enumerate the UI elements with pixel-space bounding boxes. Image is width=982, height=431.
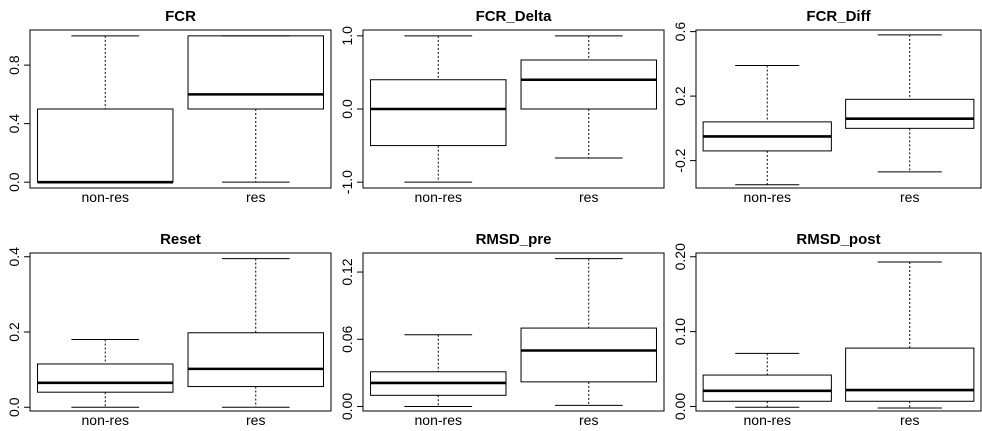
iqr-box [187, 332, 324, 388]
box-res [520, 258, 657, 406]
y-tick-label: 0.12 [339, 258, 355, 285]
box-res [187, 258, 324, 408]
x-category-label: non-res [82, 189, 129, 205]
plot-frame [29, 252, 332, 412]
box-non-res [370, 334, 507, 408]
y-tick-label: 0.0 [6, 397, 22, 417]
y-tick-label: 0.4 [6, 114, 22, 134]
y-tick-label: -1.0 [339, 170, 355, 194]
y-tick-label: 0.4 [6, 247, 22, 267]
panel-title: RMSD_post [796, 231, 880, 248]
y-tick-label: 0.00 [339, 393, 355, 420]
box-res [187, 35, 324, 183]
y-tick-label: 0.2 [672, 86, 688, 106]
box-res [520, 35, 657, 159]
iqr-box [702, 374, 832, 402]
plot-frame [29, 29, 332, 189]
iqr-box [845, 347, 975, 402]
iqr-box [37, 108, 174, 183]
y-tick-label: 1.0 [339, 26, 355, 46]
y-tick-label: 0.06 [339, 325, 355, 352]
box-non-res [37, 35, 174, 184]
box-non-res [702, 352, 832, 408]
x-category-label: res [900, 412, 919, 428]
plot-frame [695, 252, 982, 412]
panel-5: RMSD_pre 0.00 0.06 0.12 non-res res [339, 231, 665, 428]
y-tick-label: -0.2 [672, 148, 688, 172]
y-tick-label: 0.00 [672, 393, 688, 420]
iqr-box [37, 363, 174, 393]
x-category-label: res [579, 412, 598, 428]
iqr-box [520, 327, 657, 383]
panel-3: FCR_Diff -0.2 0.2 0.6 non-res res [672, 8, 982, 205]
y-tick-label: 0.20 [672, 243, 688, 270]
y-tick-label: 0.0 [6, 172, 22, 192]
x-category-label: res [900, 189, 919, 205]
x-category-label: non-res [415, 189, 462, 205]
panel-2: FCR_Delta -1.0 0.0 1.0 non-res res [339, 8, 665, 205]
panel-4: Reset 0.0 0.2 0.4 non-res res [6, 231, 332, 428]
iqr-box [520, 59, 657, 110]
plot-frame [362, 252, 665, 412]
x-category-label: non-res [82, 412, 129, 428]
x-category-label: res [246, 189, 265, 205]
y-tick-label: 0.6 [672, 22, 688, 42]
y-tick-label: 0.10 [672, 318, 688, 345]
iqr-box [845, 98, 975, 129]
y-tick-label: 0.8 [6, 55, 22, 75]
box-non-res [37, 339, 174, 408]
plot-frame [695, 29, 982, 189]
panel-title: FCR_Diff [806, 8, 871, 25]
panel-6: RMSD_post 0.00 0.10 0.20 non-res res [672, 231, 982, 428]
panel-1: FCR 0.0 0.4 0.8 non-res res [6, 8, 332, 205]
x-category-label: non-res [744, 412, 791, 428]
box-non-res [370, 35, 507, 183]
iqr-box [370, 79, 507, 147]
box-res [845, 34, 975, 173]
panel-title: Reset [160, 231, 201, 248]
y-tick-label: 0.2 [6, 322, 22, 342]
y-tick-label: 0.0 [339, 99, 355, 119]
x-category-label: res [579, 189, 598, 205]
panel-title: FCR_Delta [476, 8, 553, 25]
x-category-label: res [246, 412, 265, 428]
panel-title: FCR [165, 8, 196, 25]
box-non-res [702, 64, 832, 186]
x-category-label: non-res [415, 412, 462, 428]
x-category-label: non-res [744, 189, 791, 205]
iqr-box [187, 35, 324, 110]
box-res [845, 261, 975, 409]
panel-title: RMSD_pre [476, 231, 552, 248]
